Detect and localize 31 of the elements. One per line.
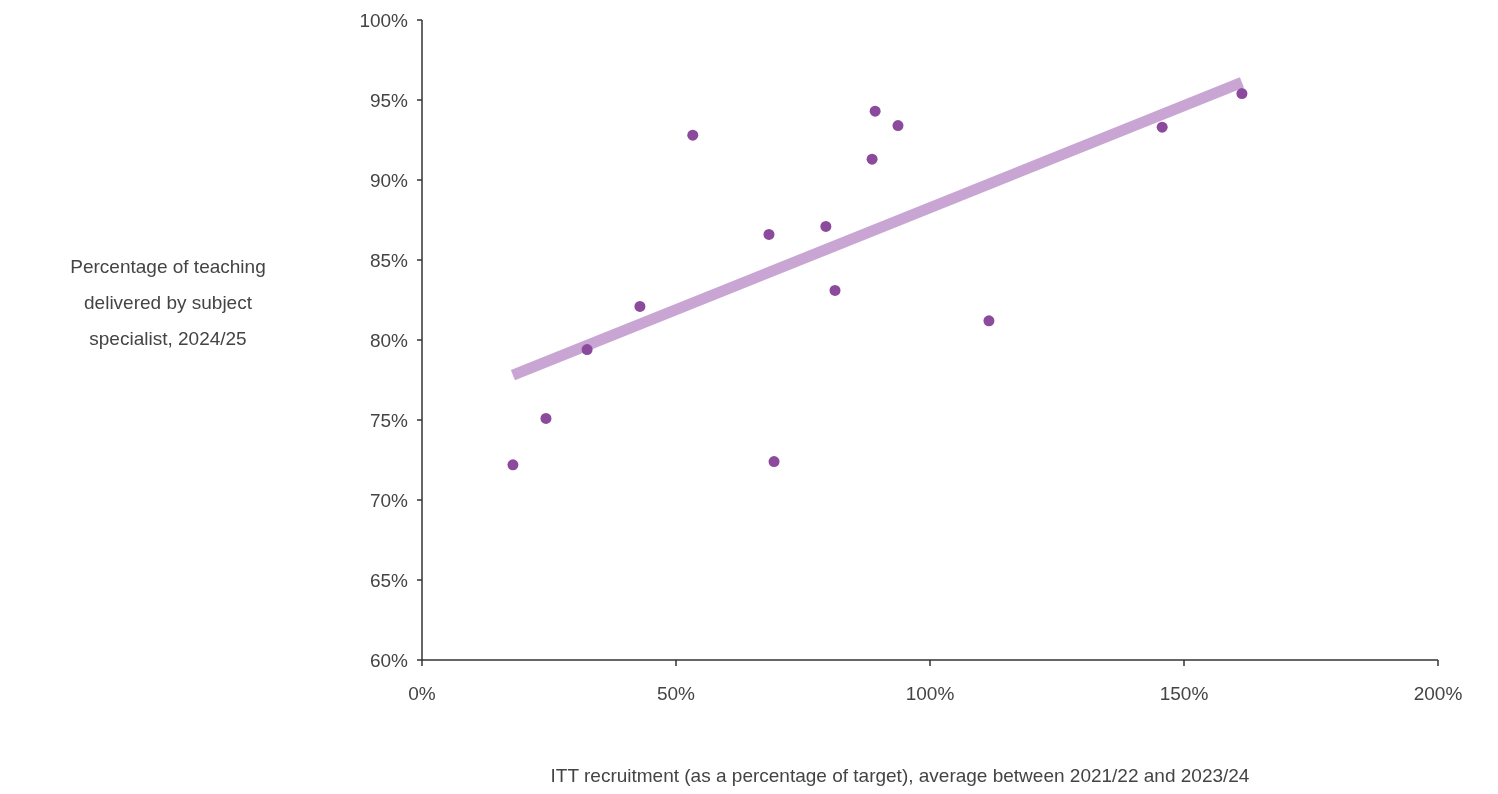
x-tick-label: 50% xyxy=(656,683,696,704)
x-tick-label: 100% xyxy=(905,683,955,704)
y-tick-label: 80% xyxy=(369,329,409,351)
y-axis-title: Percentage of teaching delivered by subject specialist, 2024/25 xyxy=(70,256,266,349)
x-axis-title: ITT recruitment (as a percentage of target), average between 2021/22 and 2023/24 xyxy=(550,765,1250,786)
point xyxy=(763,228,775,240)
point xyxy=(540,412,552,424)
y-tick-label: 100% xyxy=(359,9,409,31)
y-tick-label: 95% xyxy=(369,89,409,111)
point xyxy=(1156,121,1168,133)
y-tick-label: 85% xyxy=(369,249,409,271)
point xyxy=(507,459,519,471)
point xyxy=(869,105,881,117)
point xyxy=(892,120,904,132)
point xyxy=(768,456,780,468)
x-tick-label: 200% xyxy=(1413,683,1463,704)
y-tick-label: 75% xyxy=(369,409,409,431)
point xyxy=(1236,88,1248,100)
y-tick-label: 65% xyxy=(369,569,409,591)
x-tick-label: 0% xyxy=(408,683,436,704)
point xyxy=(687,129,699,141)
point xyxy=(983,315,995,327)
point xyxy=(866,153,878,165)
y-tick-label: 90% xyxy=(369,169,409,191)
point xyxy=(820,220,832,232)
y-tick-label: 70% xyxy=(369,489,409,511)
point xyxy=(829,284,841,296)
x-tick-label: 150% xyxy=(1159,683,1209,704)
y-tick-label: 60% xyxy=(369,649,409,671)
point xyxy=(634,300,646,312)
point xyxy=(581,344,593,356)
